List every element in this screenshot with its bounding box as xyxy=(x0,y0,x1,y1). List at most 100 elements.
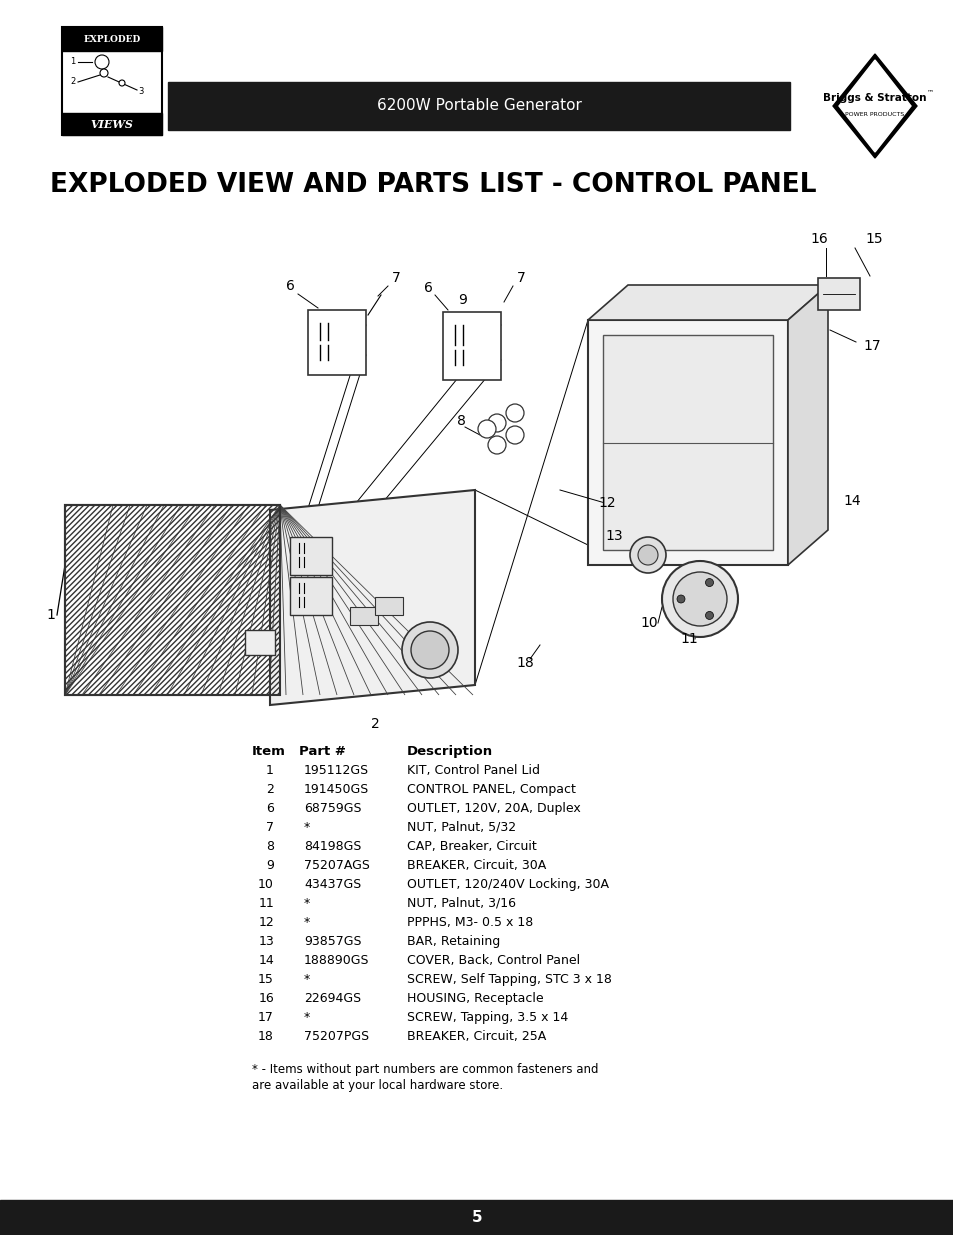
Circle shape xyxy=(119,80,125,86)
Text: 13: 13 xyxy=(258,935,274,948)
Text: Part #: Part # xyxy=(298,745,346,758)
Text: 16: 16 xyxy=(809,232,827,246)
Bar xyxy=(817,278,859,310)
Bar xyxy=(442,312,500,380)
Text: NUT, Palnut, 5/32: NUT, Palnut, 5/32 xyxy=(407,821,516,834)
Text: 188890GS: 188890GS xyxy=(304,953,369,967)
Text: *: * xyxy=(304,821,310,834)
Text: 2: 2 xyxy=(70,78,75,86)
Bar xyxy=(168,82,789,130)
Text: SCREW, Self Tapping, STC 3 x 18: SCREW, Self Tapping, STC 3 x 18 xyxy=(407,973,611,986)
Text: 10: 10 xyxy=(258,878,274,890)
Text: 68759GS: 68759GS xyxy=(304,802,361,815)
Bar xyxy=(290,577,332,615)
Text: 22694GS: 22694GS xyxy=(304,992,361,1005)
Text: CAP, Breaker, Circuit: CAP, Breaker, Circuit xyxy=(407,840,537,853)
Text: HOUSING, Receptacle: HOUSING, Receptacle xyxy=(407,992,543,1005)
Text: 43437GS: 43437GS xyxy=(304,878,361,890)
Text: 8: 8 xyxy=(456,414,465,429)
Polygon shape xyxy=(270,490,475,705)
Circle shape xyxy=(505,404,523,422)
Text: 6200W Portable Generator: 6200W Portable Generator xyxy=(376,99,580,114)
Text: 2: 2 xyxy=(370,718,379,731)
Bar xyxy=(65,505,280,695)
Circle shape xyxy=(100,69,108,77)
Text: *: * xyxy=(304,1011,310,1024)
Text: COVER, Back, Control Panel: COVER, Back, Control Panel xyxy=(407,953,579,967)
Text: 15: 15 xyxy=(258,973,274,986)
Text: 2: 2 xyxy=(266,783,274,797)
Text: 11: 11 xyxy=(679,632,697,646)
Text: PPPHS, M3- 0.5 x 18: PPPHS, M3- 0.5 x 18 xyxy=(407,916,533,929)
Text: *: * xyxy=(304,916,310,929)
Text: POWER PRODUCTS: POWER PRODUCTS xyxy=(844,111,903,116)
Bar xyxy=(62,112,162,135)
Circle shape xyxy=(629,537,665,573)
Text: VIEWS: VIEWS xyxy=(91,119,133,130)
Text: 6: 6 xyxy=(423,282,432,295)
Text: 9: 9 xyxy=(266,860,274,872)
Text: BREAKER, Circuit, 30A: BREAKER, Circuit, 30A xyxy=(407,860,546,872)
Polygon shape xyxy=(838,61,910,152)
Text: Description: Description xyxy=(407,745,493,758)
Text: are available at your local hardware store.: are available at your local hardware sto… xyxy=(252,1079,502,1092)
Bar xyxy=(602,335,772,550)
Text: Briggs & Stratton: Briggs & Stratton xyxy=(822,93,925,103)
Bar xyxy=(290,537,332,576)
Text: 12: 12 xyxy=(258,916,274,929)
Text: 16: 16 xyxy=(258,992,274,1005)
Text: CONTROL PANEL, Compact: CONTROL PANEL, Compact xyxy=(407,783,576,797)
Bar xyxy=(587,320,787,564)
Circle shape xyxy=(477,420,496,438)
Circle shape xyxy=(705,611,713,620)
Text: 6: 6 xyxy=(266,802,274,815)
Text: 13: 13 xyxy=(604,529,622,543)
Text: * - Items without part numbers are common fasteners and: * - Items without part numbers are commo… xyxy=(252,1063,598,1076)
Text: 9: 9 xyxy=(458,293,467,308)
Text: 10: 10 xyxy=(639,616,657,630)
Text: OUTLET, 120V, 20A, Duplex: OUTLET, 120V, 20A, Duplex xyxy=(407,802,580,815)
Text: ™: ™ xyxy=(926,89,933,95)
Text: 18: 18 xyxy=(258,1030,274,1044)
Polygon shape xyxy=(587,285,827,320)
Text: 1: 1 xyxy=(266,764,274,777)
Text: 15: 15 xyxy=(864,232,882,246)
Text: 1: 1 xyxy=(46,608,55,622)
Circle shape xyxy=(401,622,457,678)
Text: 11: 11 xyxy=(258,897,274,910)
Circle shape xyxy=(411,631,449,669)
Text: 14: 14 xyxy=(258,953,274,967)
Text: 6: 6 xyxy=(285,279,294,293)
Text: NUT, Palnut, 3/16: NUT, Palnut, 3/16 xyxy=(407,897,516,910)
Text: 191450GS: 191450GS xyxy=(304,783,369,797)
Text: 5: 5 xyxy=(471,1210,482,1225)
Text: Item: Item xyxy=(252,745,286,758)
Circle shape xyxy=(638,545,658,564)
Circle shape xyxy=(672,572,726,626)
Text: *: * xyxy=(304,973,310,986)
Text: *: * xyxy=(304,897,310,910)
Text: KIT, Control Panel Lid: KIT, Control Panel Lid xyxy=(407,764,539,777)
Text: 1: 1 xyxy=(70,58,75,67)
Text: OUTLET, 120/240V Locking, 30A: OUTLET, 120/240V Locking, 30A xyxy=(407,878,608,890)
Circle shape xyxy=(661,561,738,637)
Text: 8: 8 xyxy=(266,840,274,853)
Circle shape xyxy=(488,436,505,454)
Text: 75207PGS: 75207PGS xyxy=(304,1030,369,1044)
Circle shape xyxy=(505,426,523,445)
Text: 14: 14 xyxy=(842,494,860,508)
Bar xyxy=(308,310,366,375)
Text: SCREW, Tapping, 3.5 x 14: SCREW, Tapping, 3.5 x 14 xyxy=(407,1011,568,1024)
Text: BAR, Retaining: BAR, Retaining xyxy=(407,935,499,948)
Circle shape xyxy=(488,414,505,432)
Circle shape xyxy=(677,595,684,603)
Text: 75207AGS: 75207AGS xyxy=(304,860,370,872)
Polygon shape xyxy=(832,54,916,158)
Bar xyxy=(0,1200,953,1235)
Bar xyxy=(62,27,162,135)
Text: EXPLODED: EXPLODED xyxy=(83,35,140,43)
Bar xyxy=(245,630,274,655)
Circle shape xyxy=(705,578,713,587)
Bar xyxy=(350,606,377,625)
Text: 3: 3 xyxy=(138,88,143,96)
